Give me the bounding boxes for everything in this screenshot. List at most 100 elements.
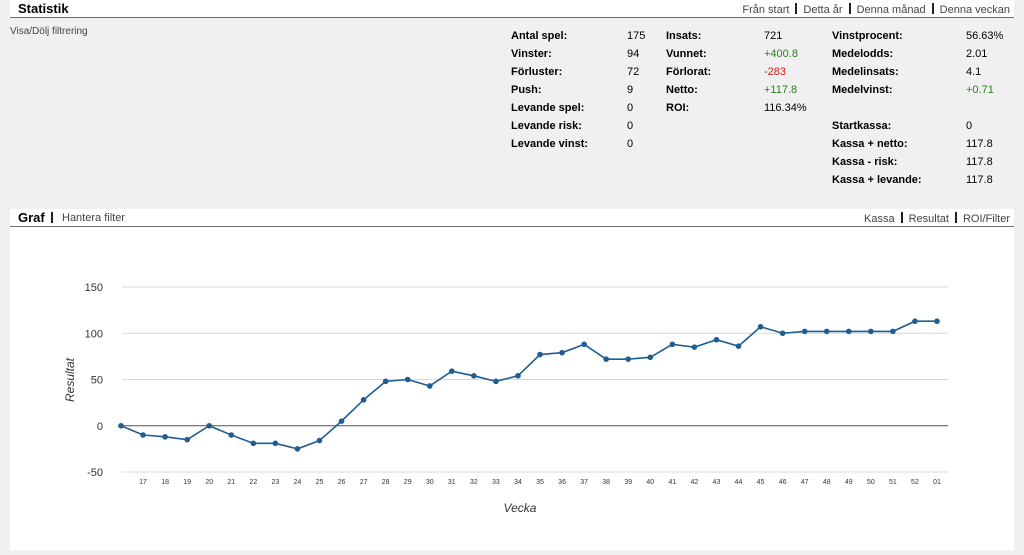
x-tick-label: 31	[448, 479, 456, 486]
data-point	[647, 354, 654, 361]
stat-label: Levande risk:	[511, 120, 582, 132]
data-point	[735, 343, 742, 349]
data-point	[162, 434, 168, 440]
graph-title: Graf	[18, 210, 45, 225]
series-line	[120, 320, 937, 450]
graph-link-roi-filter[interactable]: ROI/Filter	[962, 213, 1010, 225]
x-tick-label: 26	[338, 479, 346, 486]
data-point	[912, 318, 918, 325]
data-point	[449, 368, 455, 374]
x-tick-label: 43	[713, 479, 721, 486]
divider	[795, 3, 798, 14]
manage-filter-link[interactable]: Hantera filter	[62, 212, 125, 224]
stat-label: Vinster:	[511, 48, 552, 60]
stat-label: Medelvinst:	[832, 84, 893, 96]
data-point	[360, 397, 367, 403]
result-chart-area: -50 0 50 100 150 17 18 19 20 21 22 23 24 25 26 27 28 29 30…	[10, 227, 1014, 550]
stat-value: 9	[627, 84, 634, 96]
stat-label: Förlorat:	[666, 66, 712, 78]
data-point	[250, 440, 257, 447]
data-point	[272, 440, 279, 447]
x-tick-label: 37	[580, 479, 588, 486]
stat-label: Kassa + levande:	[832, 174, 922, 186]
period-link-this-month[interactable]: Denna månad	[856, 4, 926, 16]
statistics-header: Statistik Från start Detta år Denna månad D…	[10, 0, 1014, 18]
data-point	[140, 432, 146, 438]
data-point	[713, 336, 720, 343]
data-point	[426, 383, 433, 389]
x-tick-label: 46	[779, 479, 787, 486]
stat-label: Kassa - risk:	[832, 156, 898, 168]
x-tick-label: 32	[470, 479, 478, 486]
x-tick-label: 36	[558, 479, 566, 486]
period-link-this-week[interactable]: Denna veckan	[939, 4, 1010, 16]
data-point	[934, 318, 940, 325]
stat-label: Levande vinst:	[511, 138, 589, 150]
stat-label: Vinstprocent:	[832, 30, 903, 42]
divider	[931, 3, 934, 14]
x-tick-label: 28	[382, 479, 390, 486]
toggle-filter-link[interactable]: Visa/Dölj filtrering	[10, 26, 88, 37]
x-tick-label: 47	[801, 479, 809, 486]
stat-value: 2.01	[966, 48, 988, 60]
statistics-title: Statistik	[18, 1, 69, 16]
stat-value: 0	[627, 102, 634, 114]
stat-label: Netto:	[666, 84, 698, 96]
stat-value: 721	[764, 30, 783, 42]
x-tick-label: 18	[161, 479, 169, 486]
x-tick-label: 20	[205, 479, 213, 486]
x-tick-label: 45	[757, 479, 765, 486]
graph-mode-links: Kassa Resultat ROI/Filter	[864, 212, 1010, 225]
x-tick-label: 23	[271, 479, 279, 486]
y-tick-label: 50	[91, 375, 103, 387]
data-point	[801, 328, 808, 335]
x-tick-label: 44	[735, 479, 743, 486]
divider	[848, 3, 851, 14]
stat-label: ROI:	[666, 102, 690, 114]
graph-link-kassa[interactable]: Kassa	[864, 213, 895, 225]
stat-value: 4.1	[966, 66, 982, 78]
data-point	[757, 323, 764, 330]
data-point	[603, 356, 609, 362]
x-axis-label: Vecka	[504, 501, 537, 515]
data-point	[669, 341, 676, 348]
data-point	[779, 330, 786, 337]
x-tick-label: 35	[536, 479, 544, 486]
data-point	[515, 373, 521, 379]
period-link-from-start[interactable]: Från start	[742, 4, 790, 16]
x-tick-label: 22	[249, 479, 257, 486]
x-tick-label: 27	[360, 479, 368, 486]
y-axis-label: Resultat	[63, 357, 77, 402]
stat-value: 117.8	[966, 174, 993, 186]
y-tick-label: 150	[85, 282, 103, 294]
stat-label: Push:	[511, 84, 542, 96]
stat-label: Insats:	[666, 30, 702, 42]
period-link-this-year[interactable]: Detta år	[803, 4, 843, 16]
stat-value: 0	[627, 120, 634, 132]
x-tick-label: 48	[823, 479, 831, 486]
stat-value: 117.8	[966, 156, 993, 168]
data-point	[228, 432, 235, 438]
y-tick-label: 100	[85, 328, 103, 340]
data-point	[404, 376, 411, 383]
y-tick-label: 0	[97, 421, 103, 433]
x-tick-label: 19	[183, 479, 191, 486]
data-point	[118, 422, 124, 429]
x-tick-label: 30	[426, 479, 434, 486]
graph-link-resultat[interactable]: Resultat	[908, 213, 949, 225]
stat-value: 175	[627, 30, 646, 42]
x-tick-label: 39	[624, 479, 632, 486]
data-point	[625, 356, 632, 362]
stat-value: +0.71	[966, 84, 994, 96]
data-point	[294, 446, 301, 452]
x-tick-label: 33	[492, 479, 500, 486]
data-point	[537, 351, 543, 358]
data-point	[338, 418, 345, 424]
stat-label: Medelinsats:	[832, 66, 899, 78]
data-point	[691, 344, 698, 350]
stat-value: 0	[627, 138, 634, 150]
stat-value: 116.34%	[764, 102, 807, 114]
x-tick-label: 40	[646, 479, 654, 486]
x-tick-label: 51	[889, 479, 897, 486]
data-point	[206, 422, 213, 429]
